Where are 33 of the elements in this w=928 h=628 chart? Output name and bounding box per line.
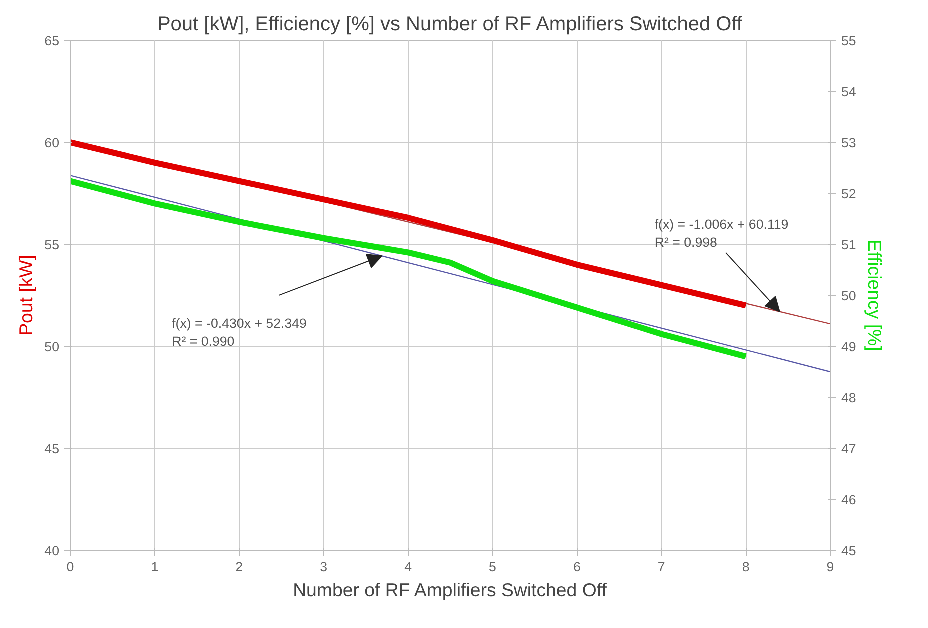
x-tick-label: 7 (658, 560, 666, 574)
x-tick-label: 2 (236, 560, 244, 574)
y2-tick-label: 53 (842, 136, 856, 150)
y2-tick-label: 46 (842, 492, 856, 508)
y-tick-label: 65 (44, 34, 60, 48)
x-tick-label: 1 (151, 560, 159, 574)
y-tick-label: 40 (44, 544, 60, 558)
y2-tick-label: 54 (842, 84, 857, 100)
x-tick-label: 4 (404, 560, 413, 574)
y2-tick-label: 52 (842, 186, 856, 202)
y-tick-label: 45 (44, 442, 60, 456)
y2-axis-title: Efficiency [%] (864, 240, 886, 352)
y2-tick-label: 49 (842, 340, 856, 354)
x-tick-label: 8 (742, 560, 750, 574)
x-tick-label: 9 (826, 560, 834, 574)
y-tick-label: 55 (44, 238, 60, 252)
y-axis-title: Pout [kW] (16, 255, 37, 336)
x-tick-label: 6 (573, 560, 581, 574)
y2-tick-label: 51 (842, 238, 856, 252)
x-tick-label: 0 (66, 560, 74, 574)
chart-title: Pout [kW], Efficiency [%] vs Number of RF Amplifiers Switched Off (157, 14, 743, 36)
y2-tick-label: 45 (842, 544, 856, 558)
y2-tick-label: 55 (842, 34, 856, 48)
y-tick-label: 60 (44, 136, 60, 150)
y2-tick-label: 50 (842, 288, 856, 304)
y-tick-label: 50 (44, 340, 60, 354)
y2-tick-label: 47 (842, 442, 856, 456)
y2-tick-label: 48 (842, 390, 856, 406)
annotation: f(x) = -1.006x + 60.119 R² = 0.998 (654, 216, 789, 250)
x-axis-title: Number of RF Amplifiers Switched Off (293, 580, 608, 600)
x-tick-label: 3 (320, 560, 328, 574)
x-tick-label: 5 (489, 560, 496, 574)
annotation: f(x) = -0.430x + 52.349 R² = 0.990 (172, 316, 307, 350)
